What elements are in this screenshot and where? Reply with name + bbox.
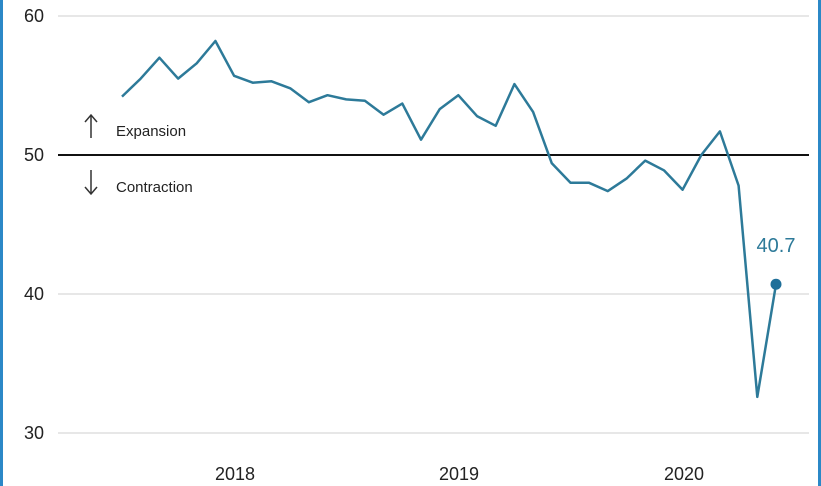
data-points: [121, 40, 777, 398]
y-axis-labels: 30 40 50 60: [24, 6, 44, 443]
data-point: [438, 108, 440, 110]
data-point: [214, 40, 216, 42]
data-point: [495, 125, 497, 127]
annotations: Expansion Contraction: [84, 113, 193, 196]
data-point: [233, 75, 235, 77]
data-point: [158, 57, 160, 59]
data-point: [196, 62, 198, 64]
data-point: [139, 77, 141, 79]
x-tick-label: 2019: [439, 464, 479, 484]
data-point: [719, 130, 721, 132]
line-chart: 30 40 50 60 2018 2019 2020 Expansion Contract…: [24, 6, 809, 484]
gridlines: [58, 15, 809, 434]
data-point: [532, 111, 534, 113]
contraction-arrow-icon: [84, 170, 98, 196]
data-point: [177, 77, 179, 79]
contraction-label: Contraction: [116, 179, 193, 196]
data-point: [457, 94, 459, 96]
data-point: [252, 82, 254, 84]
data-point: [700, 154, 702, 156]
data-point: [551, 162, 553, 164]
data-point: [663, 169, 665, 171]
data-point: [308, 101, 310, 103]
data-point: [607, 190, 609, 192]
last-value-label: 40.7: [757, 235, 796, 257]
data-point: [476, 115, 478, 117]
data-point: [420, 139, 422, 141]
data-point: [644, 159, 646, 161]
y-tick-label: 60: [24, 6, 44, 26]
data-point: [345, 98, 347, 100]
data-point: [326, 94, 328, 96]
x-axis-labels: 2018 2019 2020: [215, 464, 704, 484]
y-tick-label: 30: [24, 423, 44, 443]
last-value-marker: [770, 278, 782, 290]
data-point: [364, 100, 366, 102]
data-point: [513, 83, 515, 85]
data-point: [401, 102, 403, 104]
data-point: [756, 396, 758, 398]
series-line: [121, 39, 778, 399]
x-tick-label: 2018: [215, 464, 255, 484]
data-point: [681, 189, 683, 191]
data-point: [737, 184, 739, 186]
y-tick-label: 50: [24, 145, 44, 165]
x-tick-label: 2020: [664, 464, 704, 484]
data-point: [289, 87, 291, 89]
data-point: [382, 113, 384, 115]
data-point: [569, 182, 571, 184]
y-tick-label: 40: [24, 284, 44, 304]
data-point: [625, 177, 627, 179]
expansion-arrow-icon: [84, 113, 98, 138]
expansion-label: Expansion: [116, 123, 186, 140]
data-point: [270, 80, 272, 82]
data-point: [121, 95, 123, 97]
data-point: [588, 182, 590, 184]
